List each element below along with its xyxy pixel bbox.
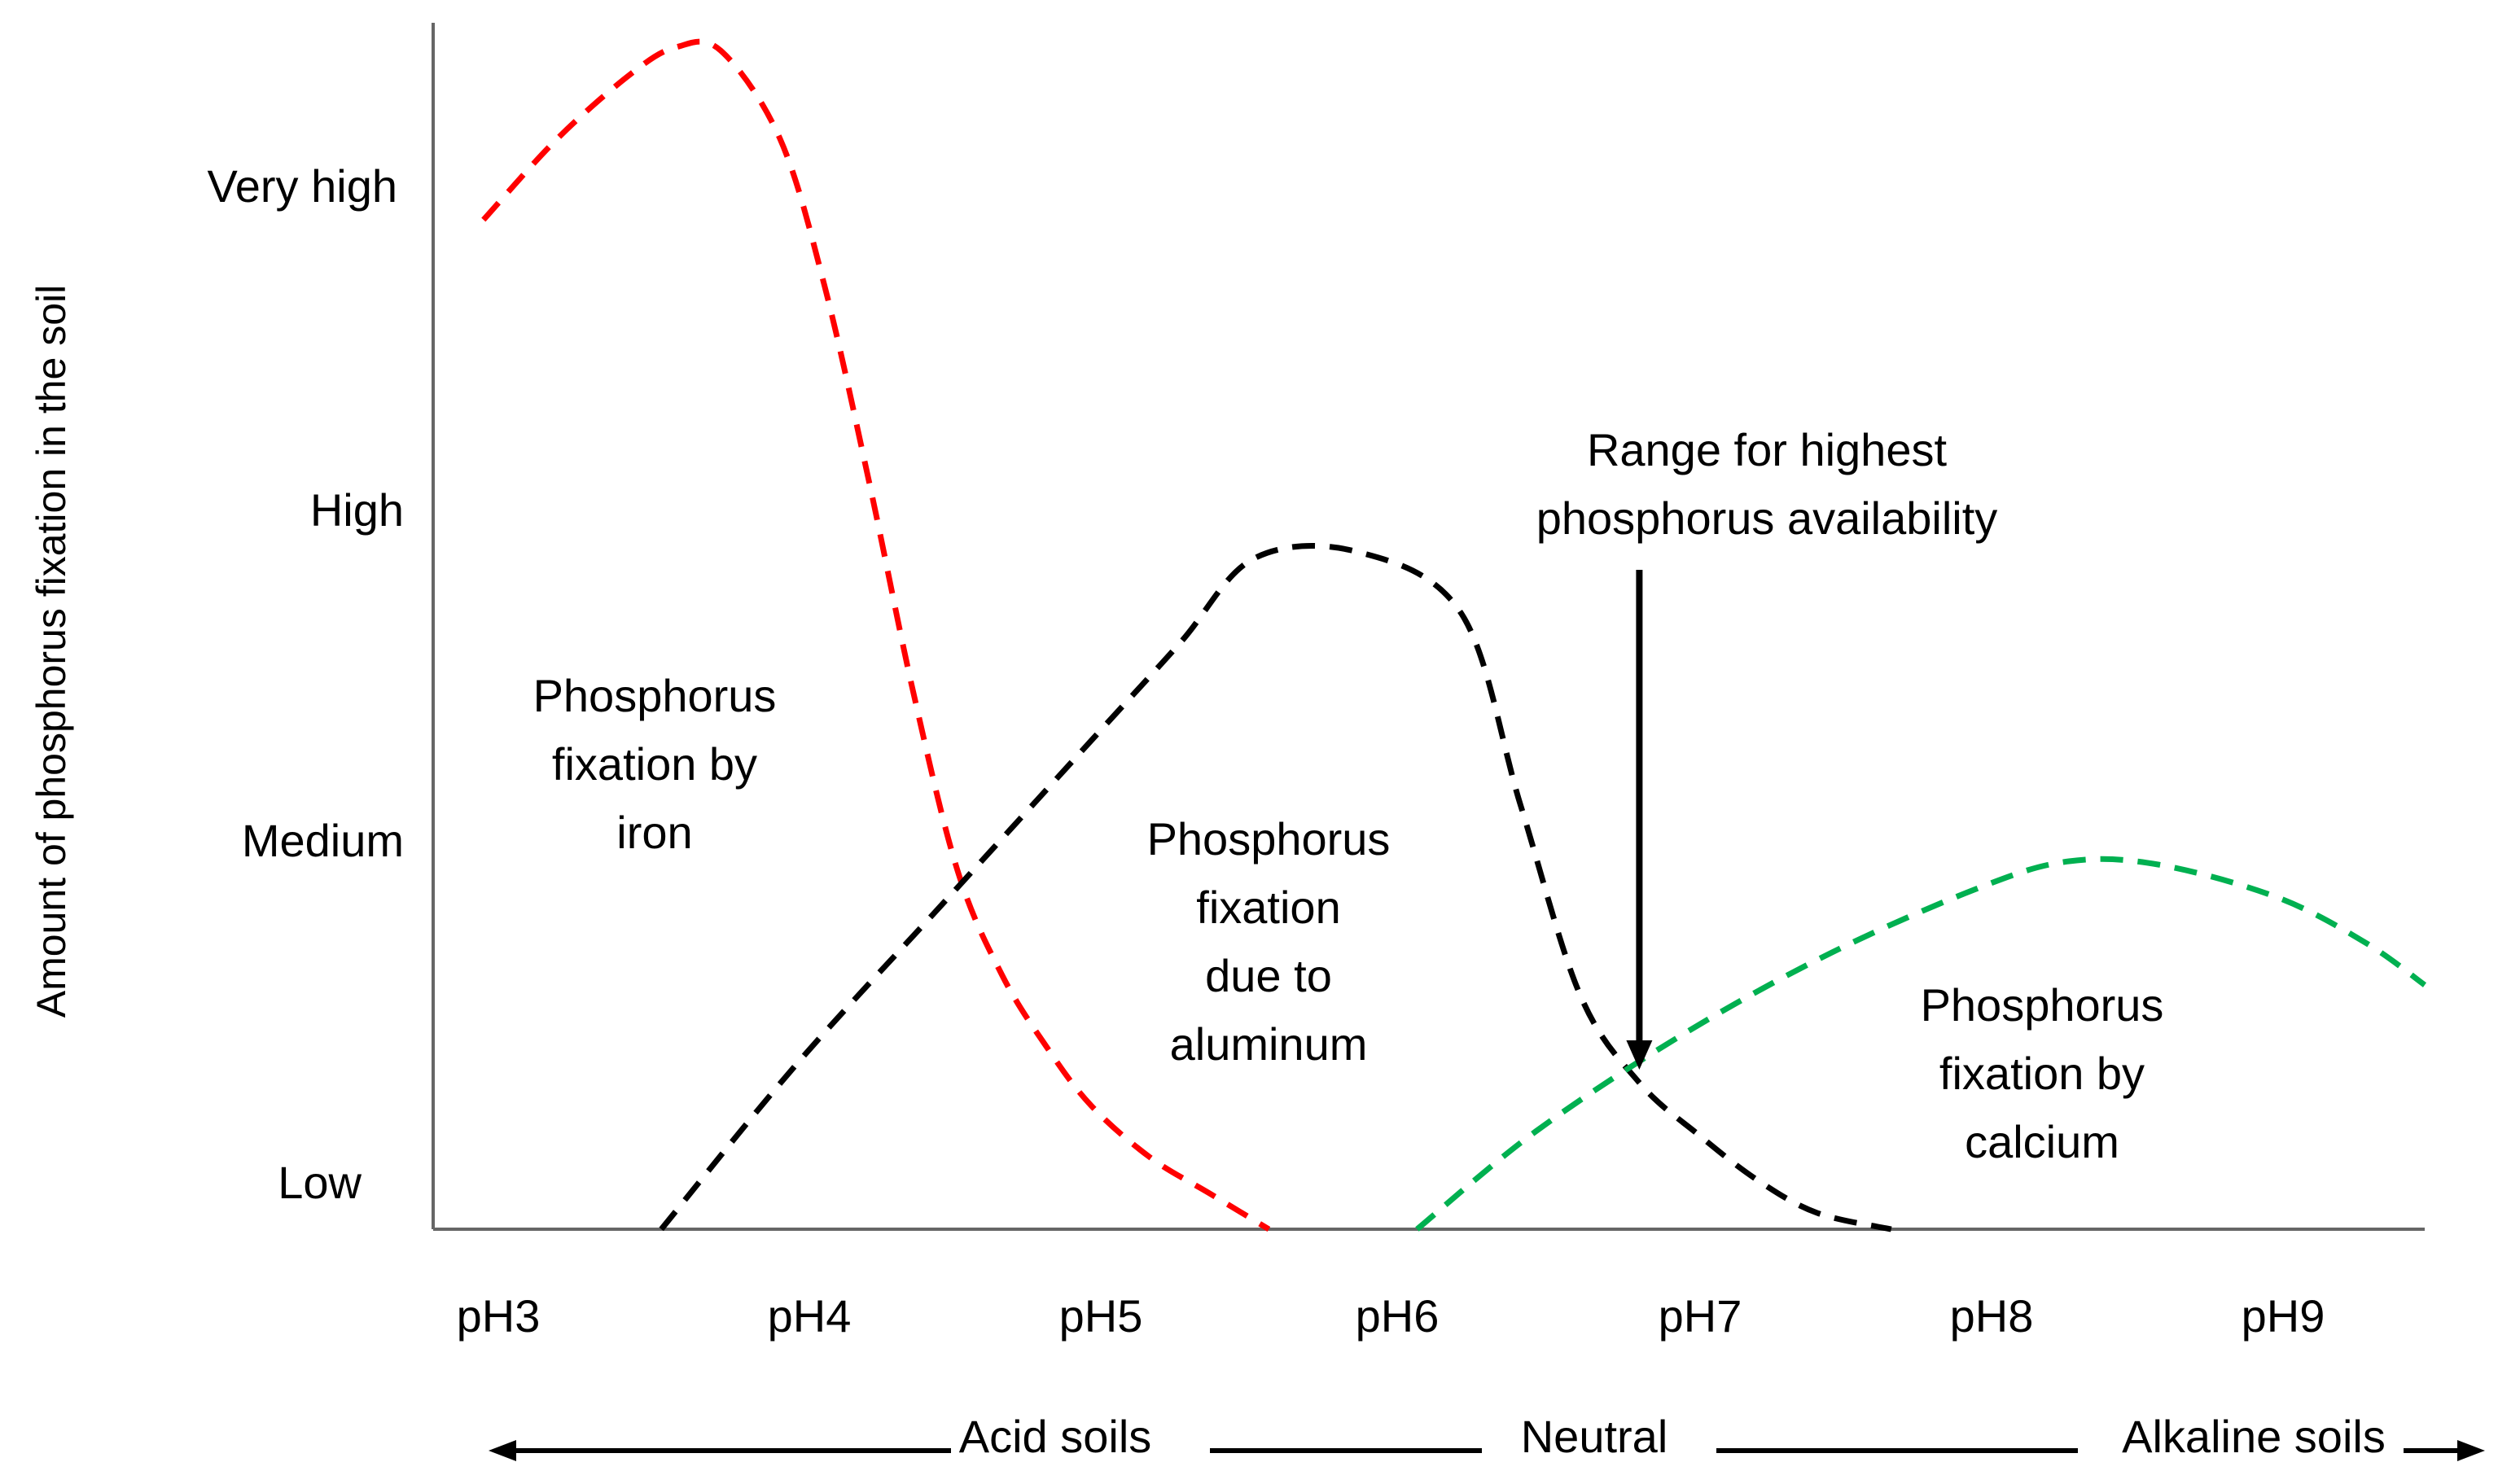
series-aluminum-line bbox=[659, 543, 1892, 1232]
y-tick-medium: Medium bbox=[242, 815, 404, 866]
soil-label-neutral: Neutral bbox=[1521, 1411, 1668, 1462]
annotation-aluminum: Phosphorus fixation due to aluminum bbox=[1147, 813, 1391, 1070]
annotation-calcium-line-1: Phosphorus bbox=[1921, 979, 2164, 1031]
annotation-calcium: Phosphorus fixation by calcium bbox=[1921, 979, 2164, 1167]
soil-label-acid: Acid soils bbox=[959, 1411, 1152, 1462]
annotation-range-line-2: phosphorus availability bbox=[1536, 492, 1998, 544]
annotation-aluminum-line-4: aluminum bbox=[1170, 1018, 1368, 1070]
annotation-calcium-line-2: fixation by bbox=[1939, 1048, 2145, 1099]
x-tick-ph9: pH9 bbox=[2242, 1290, 2325, 1342]
soil-scale: Acid soils Neutral Alkaline soils bbox=[489, 1411, 2485, 1462]
annotation-aluminum-line-2: fixation bbox=[1196, 882, 1340, 933]
annotation-iron-line-1: Phosphorus bbox=[533, 670, 777, 721]
x-tick-ph6: pH6 bbox=[1356, 1290, 1440, 1342]
x-tick-ph4: pH4 bbox=[768, 1290, 852, 1342]
y-axis-title: Amount of phosphorus fixation in the soi… bbox=[28, 285, 74, 1018]
soil-scale-right-arrowhead bbox=[2457, 1440, 2485, 1461]
x-tick-ph7: pH7 bbox=[1659, 1290, 1742, 1342]
range-arrow-head bbox=[1626, 1040, 1653, 1070]
x-tick-ph8: pH8 bbox=[1950, 1290, 2034, 1342]
annotation-aluminum-line-3: due to bbox=[1205, 950, 1332, 1001]
annotation-range: Range for highest phosphorus availabilit… bbox=[1536, 424, 1998, 1070]
annotation-iron: Phosphorus fixation by iron bbox=[533, 670, 777, 858]
x-tick-ph5: pH5 bbox=[1059, 1290, 1143, 1342]
y-tick-high: High bbox=[310, 484, 404, 536]
series-calcium-line bbox=[1415, 856, 2427, 1232]
y-tick-low: Low bbox=[278, 1157, 362, 1208]
x-tick-ph3: pH3 bbox=[457, 1290, 541, 1342]
soil-label-alkaline: Alkaline soils bbox=[2122, 1411, 2386, 1462]
annotation-range-line-1: Range for highest bbox=[1587, 424, 1948, 475]
annotation-iron-line-3: iron bbox=[616, 807, 692, 858]
annotation-iron-line-2: fixation by bbox=[552, 738, 757, 790]
y-tick-very-high: Very high bbox=[208, 160, 398, 212]
series-iron-line bbox=[481, 38, 1271, 1232]
annotation-aluminum-line-1: Phosphorus bbox=[1147, 813, 1391, 865]
annotation-calcium-line-3: calcium bbox=[1965, 1116, 2119, 1167]
soil-scale-left-arrowhead bbox=[489, 1440, 516, 1461]
